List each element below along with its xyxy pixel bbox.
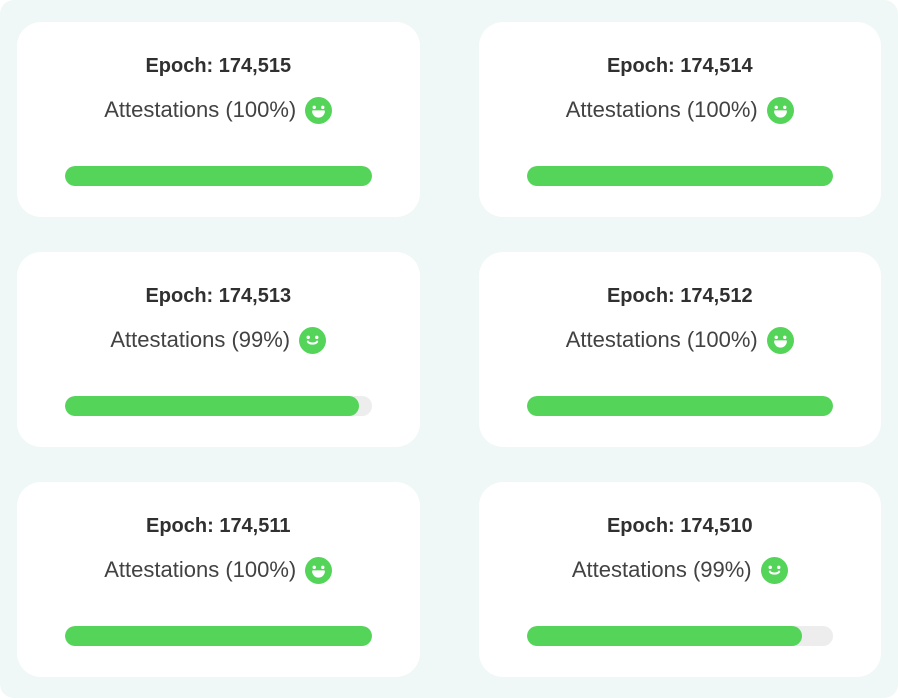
attestations-progress-fill	[65, 626, 372, 646]
attestations-row: Attestations (99%)	[572, 556, 788, 584]
attestations-progress-fill	[526, 166, 833, 186]
attestations-row: Attestations (99%)	[110, 326, 327, 354]
epoch-card[interactable]: Epoch: 174,512 Attestations (100%)	[478, 252, 881, 447]
attestations-progress-bar	[526, 166, 833, 186]
epoch-card[interactable]: Epoch: 174,515 Attestations (100%)	[17, 22, 420, 217]
epoch-card[interactable]: Epoch: 174,510 Attestations (99%)	[478, 482, 881, 677]
grin-face-icon	[305, 556, 333, 584]
attestations-progress-bar	[526, 626, 833, 646]
epoch-title: Epoch: 174,510	[606, 515, 753, 537]
attestations-label: Attestations (99%)	[110, 327, 291, 352]
attestations-progress-fill	[526, 626, 803, 646]
epoch-card[interactable]: Epoch: 174,511 Attestations (100%)	[17, 482, 420, 677]
attestations-row: Attestations (100%)	[566, 96, 794, 124]
epoch-title: Epoch: 174,512	[606, 285, 753, 307]
attestations-progress-bar	[65, 626, 372, 646]
smile-face-icon	[760, 556, 788, 584]
epoch-title: Epoch: 174,515	[145, 55, 292, 77]
smile-face-icon	[299, 326, 327, 354]
attestations-label: Attestations (100%)	[565, 327, 758, 352]
grin-face-icon	[766, 326, 794, 354]
attestations-label: Attestations (100%)	[104, 557, 297, 582]
attestations-progress-fill	[65, 396, 360, 416]
epoch-card[interactable]: Epoch: 174,513 Attestations (99%)	[17, 252, 420, 447]
epoch-title: Epoch: 174,514	[606, 55, 753, 77]
attestations-row: Attestations (100%)	[566, 326, 794, 354]
attestations-row: Attestations (100%)	[104, 556, 333, 584]
epoch-card[interactable]: Epoch: 174,514 Attestations (100%)	[478, 22, 881, 217]
attestations-label: Attestations (99%)	[571, 557, 752, 582]
attestations-progress-bar	[65, 166, 372, 186]
attestations-progress-bar	[65, 396, 372, 416]
grin-face-icon	[305, 96, 333, 124]
attestations-progress-fill	[65, 166, 372, 186]
attestations-progress-fill	[526, 396, 833, 416]
epoch-title: Epoch: 174,511	[145, 515, 291, 537]
attestations-row: Attestations (100%)	[104, 96, 333, 124]
attestations-progress-bar	[526, 396, 833, 416]
attestations-label: Attestations (100%)	[565, 97, 758, 122]
epoch-title: Epoch: 174,513	[145, 285, 292, 307]
grin-face-icon	[766, 96, 794, 124]
attestations-label: Attestations (100%)	[104, 97, 297, 122]
